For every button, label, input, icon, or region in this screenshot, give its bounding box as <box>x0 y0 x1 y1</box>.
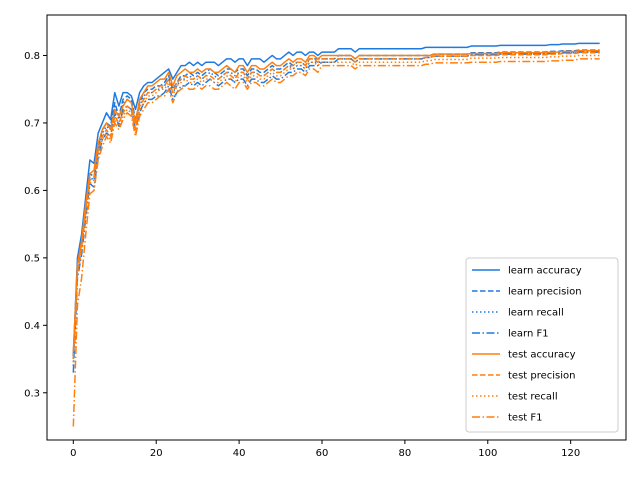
legend-box <box>465 257 619 433</box>
legend-label: test recall <box>508 392 558 403</box>
y-tick-label: 0.7 <box>24 118 40 129</box>
series-line-7 <box>72 58 600 427</box>
plot-frame <box>46 14 627 441</box>
series-line-5 <box>72 52 600 360</box>
legend-label: test F1 <box>508 413 543 424</box>
x-tick-label: 40 <box>233 448 246 459</box>
y-axis: 0.3 0.4 0.5 0.6 0.7 0.8 <box>24 51 47 399</box>
y-tick-label: 0.8 <box>24 51 40 62</box>
legend-label: test accuracy <box>508 350 576 361</box>
legend-label: learn precision <box>508 287 582 298</box>
legend-label: learn accuracy <box>508 266 582 277</box>
series-layer <box>72 42 600 427</box>
x-tick-label: 100 <box>478 448 497 459</box>
legend-label: learn F1 <box>508 329 549 340</box>
y-tick-label: 0.6 <box>24 186 40 197</box>
x-tick-label: 60 <box>316 448 329 459</box>
x-tick-label: 80 <box>399 448 412 459</box>
series-line-0 <box>72 42 600 356</box>
x-tick-label: 120 <box>561 448 580 459</box>
y-tick-label: 0.3 <box>24 388 40 399</box>
y-tick-label: 0.4 <box>24 321 40 332</box>
series-line-4 <box>72 50 600 353</box>
y-tick-label: 0.5 <box>24 253 40 264</box>
x-axis: 0 20 40 60 80 100 120 <box>70 440 580 459</box>
x-tick-label: 0 <box>70 448 76 459</box>
legend: learn accuracy learn precision learn recal… <box>465 257 619 433</box>
legend-label: test precision <box>508 371 576 382</box>
x-tick-label: 20 <box>150 448 163 459</box>
legend-label: learn recall <box>508 308 564 319</box>
